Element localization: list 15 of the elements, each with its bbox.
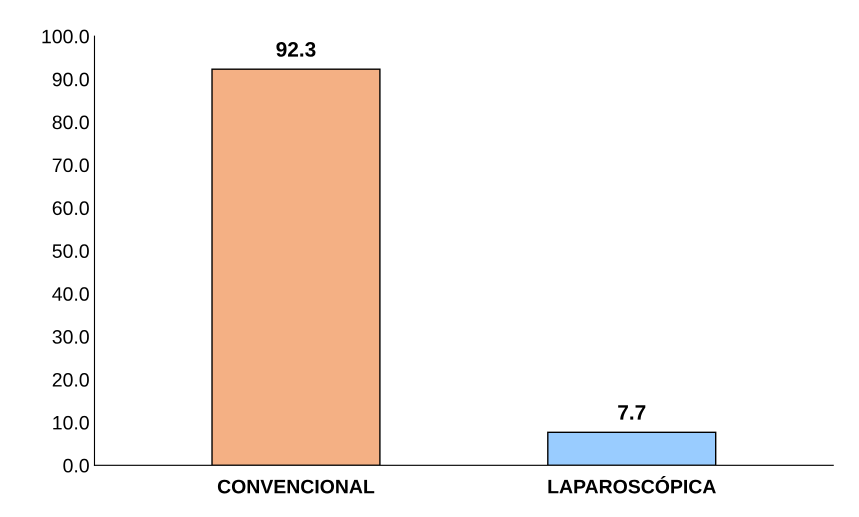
x-tick-label: LAPAROSCÓPICA	[548, 476, 716, 494]
y-tick-label: 20.0	[52, 372, 89, 387]
data-label: 92.3	[276, 42, 316, 57]
y-tick-label: 10.0	[53, 416, 89, 430]
y-tick-label: 40.0	[52, 287, 89, 301]
x-tick-label: CONVENCIONAL	[218, 480, 374, 494]
y-tick-label: 0.0	[63, 458, 89, 473]
y-tick-label: 30.0	[52, 330, 89, 344]
y-tick-label: 100.0	[42, 30, 89, 44]
y-tick-label: 50.0	[52, 244, 89, 258]
y-tick-label: 60.0	[52, 201, 89, 216]
y-tick-label: 70.0	[52, 158, 89, 172]
data-label: 7.7	[618, 405, 646, 420]
y-tick-label: 80.0	[52, 115, 89, 130]
y-tick-label: 90.0	[52, 72, 89, 86]
